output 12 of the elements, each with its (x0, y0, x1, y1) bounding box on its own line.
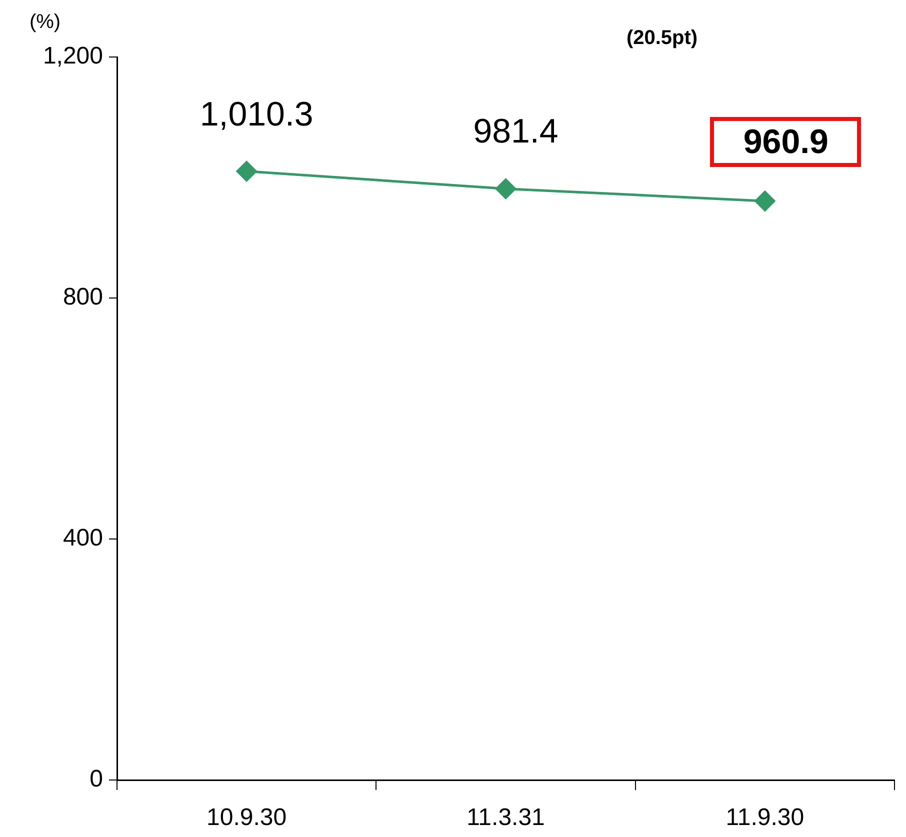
y-tick-label: 800 (62, 284, 103, 311)
data-label: 981.4 (473, 112, 558, 151)
x-tick-label: 11.3.31 (466, 804, 545, 832)
text: (20.5pt) (626, 27, 698, 49)
x-tick-label: 10.9.30 (206, 804, 287, 832)
y-tick-label: 400 (62, 524, 103, 552)
y-tick-label: 1,200 (42, 42, 103, 70)
y-tick-label: 0 (90, 766, 103, 793)
data-label: 960.9 (743, 123, 828, 162)
x-tick-label: 11.9.30 (726, 804, 804, 832)
y-axis-title: (%) (29, 11, 61, 33)
data-label: 1,010.3 (200, 95, 314, 134)
